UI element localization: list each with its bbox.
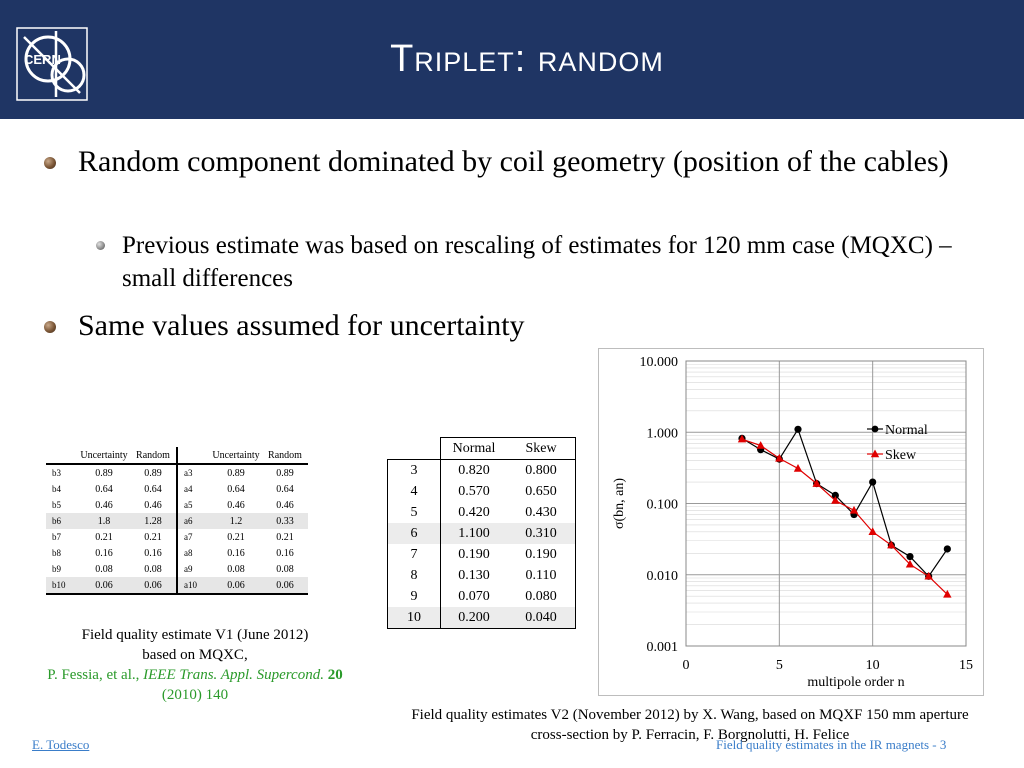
bullet-main-2: Same values assumed for uncertainty: [78, 309, 525, 342]
cern-logo: CERN: [16, 27, 88, 101]
legend-label: Normal: [885, 423, 928, 438]
table-row: b5 0.46 0.46 a5 0.46 0.46: [46, 497, 308, 513]
table-row: 6 1.100 0.310: [387, 523, 576, 544]
slide-title: Triplet: random: [390, 38, 664, 80]
y-tick-label: 10.000: [640, 355, 679, 370]
series-line-skew: [741, 438, 948, 595]
data-point-skew: [868, 527, 877, 536]
legend-marker: [870, 449, 880, 458]
data-point-skew: [849, 505, 859, 514]
chart-svg: 0.001 0.010 0.100 1.000 10.000 0 5 10 15 multipol…: [612, 355, 973, 690]
x-axis-label: multipole order n: [807, 675, 904, 690]
legend-label: Skew: [885, 448, 917, 463]
table-row: 3 0.820 0.800: [387, 459, 576, 481]
multipole-chart: 0.001 0.010 0.100 1.000 10.000 0 5 10 15 multipol…: [598, 348, 984, 696]
x-tick-label: 5: [776, 658, 783, 673]
citation: P. Fessia, et al., IEEE Trans. Appl. Sup…: [47, 667, 343, 703]
table-row: b9 0.08 0.08 a9 0.08 0.08: [46, 561, 308, 577]
x-tick-label: 15: [959, 658, 973, 673]
table-row: b6 1.8 1.28 a6 1.2 0.33: [46, 513, 308, 529]
y-tick-label: 0.001: [647, 640, 679, 655]
bullet-icon: [44, 157, 56, 169]
table-row: 7 0.190 0.190: [387, 544, 576, 565]
y-tick-label: 1.000: [647, 426, 679, 441]
caption-v1: Field quality estimate V1 (June 2012) ba…: [40, 625, 350, 705]
title-bar: CERN Triplet: random: [0, 0, 1024, 119]
y-tick-label: 0.100: [647, 498, 679, 513]
x-tick-label: 10: [866, 658, 880, 673]
data-point-normal: [906, 552, 914, 561]
table-row: b4 0.64 0.64 a4 0.64 0.64: [46, 481, 308, 497]
legend-marker: [871, 425, 879, 433]
data-point-skew: [905, 559, 915, 568]
table-v2: Normal Skew 3 0.820 0.800 4 0.570 0.650 …: [387, 437, 576, 629]
data-point-skew: [924, 571, 933, 580]
data-point-skew: [737, 434, 747, 443]
table-row: b10 0.06 0.06 a10 0.06 0.06: [46, 577, 308, 595]
table-row: b3 0.89 0.89 a3 0.89 0.89: [46, 464, 308, 481]
table-row: 5 0.420 0.430: [387, 502, 576, 523]
data-point-skew: [775, 453, 784, 462]
y-tick-label: 0.010: [647, 569, 679, 584]
data-point-normal: [794, 425, 802, 433]
data-point-skew: [793, 463, 803, 472]
bullet-sub-1: Previous estimate was based on rescaling…: [122, 232, 952, 292]
plot-area: [685, 360, 967, 647]
svg-text:CERN: CERN: [24, 52, 61, 67]
bullet-icon: [44, 321, 56, 333]
table-row: b8 0.16 0.16 a8 0.16 0.16: [46, 545, 308, 561]
sub-bullet-icon: [96, 241, 105, 250]
footer-slide-info: Field quality estimates in the IR magnet…: [716, 737, 947, 752]
table-row: 9 0.070 0.080: [387, 586, 576, 607]
data-point-normal: [869, 478, 877, 486]
table-row: 10 0.200 0.040: [387, 607, 576, 629]
series-line-normal: [741, 427, 948, 578]
bullet-main-1: Random component dominated by coil geome…: [78, 145, 949, 178]
x-tick-label: 0: [683, 658, 690, 673]
data-point-skew: [756, 441, 765, 449]
data-point-skew: [887, 540, 896, 549]
table-header: Uncertainty Random Uncertainty Random: [46, 447, 308, 465]
data-point-skew: [831, 496, 840, 504]
data-point-normal: [831, 491, 839, 499]
data-point-skew: [943, 589, 952, 598]
table-row: 4 0.570 0.650: [387, 481, 576, 502]
caption-v2: Field quality estimates V2 (November 201…: [411, 707, 969, 743]
data-point-normal: [943, 545, 951, 553]
footer-author-link[interactable]: E. Todesco: [32, 737, 90, 752]
table-header: Normal Skew: [388, 437, 576, 460]
table-v1: Uncertainty Random Uncertainty Random b3…: [46, 447, 308, 595]
table-row: b7 0.21 0.21 a7 0.21 0.21: [46, 529, 308, 545]
data-point-skew: [812, 479, 821, 487]
table-row: 8 0.130 0.110: [387, 565, 576, 586]
y-axis-label: σ(bn, an): [612, 478, 627, 529]
